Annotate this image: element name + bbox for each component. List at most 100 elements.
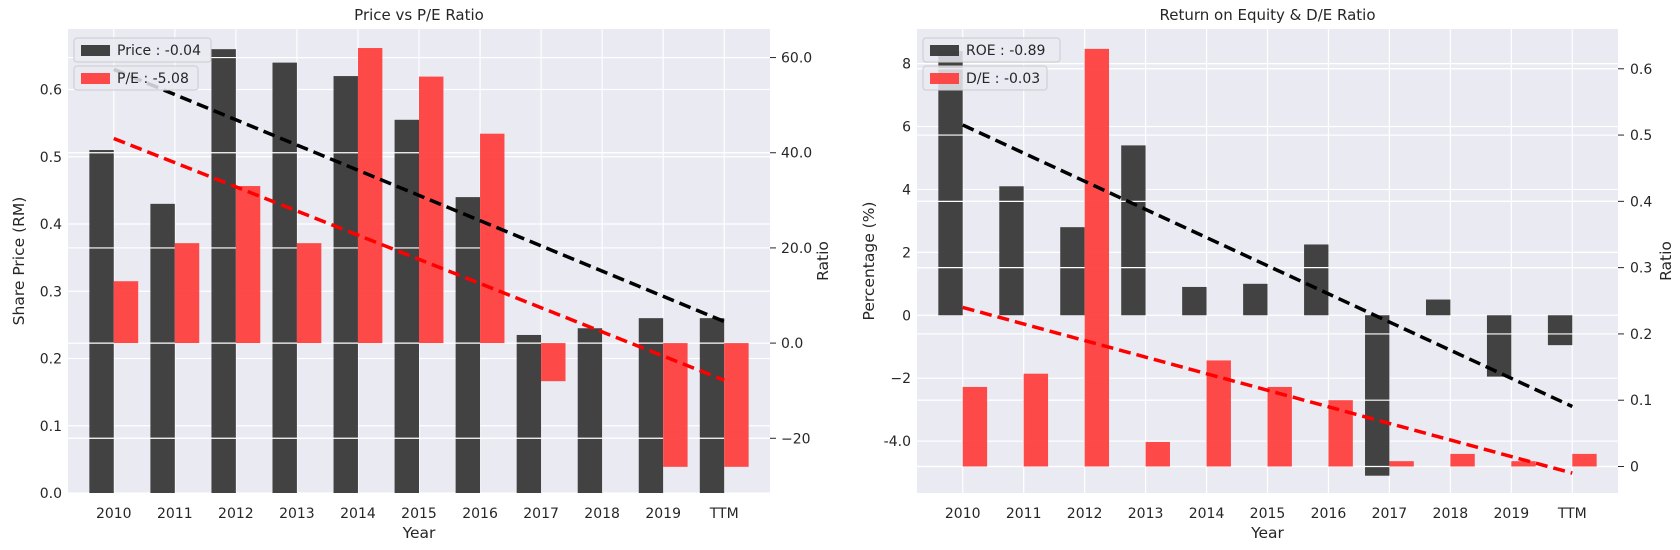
legend-swatch-de xyxy=(930,73,959,84)
x-tick: 2018 xyxy=(1433,506,1469,522)
price-bars xyxy=(68,49,770,494)
y-tick-left: 0 xyxy=(902,308,911,324)
bar-pe-2010 xyxy=(113,281,139,344)
x-tick: 2012 xyxy=(1067,506,1103,522)
x-tick: 2015 xyxy=(1250,506,1286,522)
bar-de-2018 xyxy=(1450,453,1475,467)
bar-de-2015 xyxy=(1267,386,1292,467)
y-tick-left: 0.1 xyxy=(40,419,62,435)
bar-de-2012 xyxy=(1084,48,1110,467)
trendline-price xyxy=(113,67,725,324)
y-tick-left: 2 xyxy=(902,245,911,261)
chart-title: Price vs P/E Ratio xyxy=(354,6,484,24)
axis-ticks: -4.0 −2 0 2 4 6 8 0 0.1 0.2 0.3 0.4 0.5 0.6 2010 2011 20… xyxy=(884,57,1653,522)
bar-de-2010 xyxy=(962,386,988,467)
x-axis-label: Year xyxy=(1250,524,1284,542)
legend-label-price: Price : -0.04 xyxy=(117,43,201,59)
bar-roe-2011 xyxy=(999,186,1024,316)
y-tick-right: 60.0 xyxy=(781,51,812,67)
roe-de-chart: -4.0 −2 0 2 4 6 8 0 0.1 0.2 0.3 0.4 0.5 0.6 2010 2011 20… xyxy=(860,6,1675,542)
x-tick: 2016 xyxy=(462,506,498,522)
y-axis-label-left: Percentage (%) xyxy=(860,202,878,321)
y-tick-right: 0.3 xyxy=(1630,261,1652,277)
bar-price-2015 xyxy=(394,119,419,494)
bar-pe-ttm xyxy=(724,343,749,467)
trendline-de xyxy=(962,305,1573,475)
bar-price-2013 xyxy=(272,62,297,493)
bar-de-2011 xyxy=(1023,373,1049,467)
x-tick: 2014 xyxy=(340,506,376,522)
price-pe-chart: 0.0 0.1 0.2 0.3 0.4 0.5 0.6 −20 0.0 20.0 40.0 60.0 2… xyxy=(10,6,832,542)
x-tick: 2010 xyxy=(945,506,981,522)
x-tick: 2017 xyxy=(523,506,559,522)
x-tick: 2017 xyxy=(1372,506,1408,522)
trendlines xyxy=(961,123,1574,475)
y-axis-label-left: Share Price (RM) xyxy=(10,197,28,326)
y-tick-left: 0.0 xyxy=(40,486,62,502)
x-tick: TTM xyxy=(709,506,739,522)
y-tick-left: 0.2 xyxy=(40,352,62,368)
axis-ticks: 0.0 0.1 0.2 0.3 0.4 0.5 0.6 −20 0.0 20.0 40.0 60.0 2… xyxy=(40,51,812,522)
trendline-roe xyxy=(961,123,1574,409)
x-tick: 2015 xyxy=(401,506,437,522)
y-tick-right: 0.6 xyxy=(1630,62,1652,78)
bar-roe-2019 xyxy=(1486,315,1512,377)
y-tick-left: 0.4 xyxy=(40,217,62,233)
bar-price-2019 xyxy=(638,318,664,493)
bar-roe-2015 xyxy=(1243,283,1268,316)
y-tick-right: 0 xyxy=(1630,459,1639,475)
y-tick-right: 0.4 xyxy=(1630,194,1652,210)
bar-roe-2016 xyxy=(1304,244,1329,316)
x-tick: TTM xyxy=(1557,506,1587,522)
y-tick-right: 0.5 xyxy=(1630,128,1652,144)
y-tick-right: 0.2 xyxy=(1630,327,1652,343)
bar-pe-2017 xyxy=(541,343,566,382)
x-tick: 2019 xyxy=(645,506,681,522)
y-tick-left: 0.6 xyxy=(40,83,62,99)
bar-price-2016 xyxy=(455,197,481,493)
bar-roe-2013 xyxy=(1121,145,1146,316)
legend-swatch-roe xyxy=(930,45,959,56)
x-tick: 2012 xyxy=(218,506,254,522)
bar-pe-2013 xyxy=(296,243,322,344)
x-tick: 2013 xyxy=(1128,506,1164,522)
x-tick: 2010 xyxy=(96,506,132,522)
de-bars xyxy=(962,48,1597,467)
bar-pe-2015 xyxy=(419,76,444,344)
bar-price-2011 xyxy=(150,203,175,493)
legend-swatch-price xyxy=(81,45,110,56)
legend-label-pe: P/E : -5.08 xyxy=(117,71,189,87)
x-tick: 2019 xyxy=(1494,506,1530,522)
bar-price-ttm xyxy=(699,318,725,493)
y-tick-left: -4.0 xyxy=(884,434,911,450)
trendline-pe xyxy=(113,136,725,382)
bar-roe-2018 xyxy=(1425,299,1451,316)
x-tick: 2011 xyxy=(157,506,193,522)
bar-pe-2016 xyxy=(480,133,505,344)
legend-swatch-pe xyxy=(81,73,110,84)
legend: Price : -0.04 P/E : -5.08 xyxy=(73,37,212,91)
legend: ROE : -0.89 D/E : -0.03 xyxy=(922,37,1061,91)
legend-label-de: D/E : -0.03 xyxy=(966,71,1040,87)
x-tick: 2013 xyxy=(279,506,315,522)
bar-price-2018 xyxy=(577,328,603,493)
y-tick-left: 0.3 xyxy=(40,284,62,300)
y-tick-right: 20.0 xyxy=(781,241,812,257)
bar-roe-2012 xyxy=(1060,227,1085,316)
bar-price-2012 xyxy=(211,49,236,493)
bar-price-2010 xyxy=(89,150,114,494)
x-tick: 2011 xyxy=(1006,506,1042,522)
y-tick-right: 0.0 xyxy=(781,336,803,352)
legend-label-roe: ROE : -0.89 xyxy=(966,43,1045,59)
bar-roe-2010 xyxy=(938,51,963,316)
bar-roe-2014 xyxy=(1182,286,1207,316)
bar-price-2014 xyxy=(333,76,358,494)
bar-price-2017 xyxy=(516,334,542,493)
y-tick-right: 40.0 xyxy=(781,146,812,162)
bar-roe-ttm xyxy=(1547,315,1573,346)
x-axis-label: Year xyxy=(402,524,436,542)
bar-de-ttm xyxy=(1572,453,1597,467)
chart-title: Return on Equity & D/E Ratio xyxy=(1159,6,1375,24)
y-tick-left: 0.5 xyxy=(40,150,62,166)
